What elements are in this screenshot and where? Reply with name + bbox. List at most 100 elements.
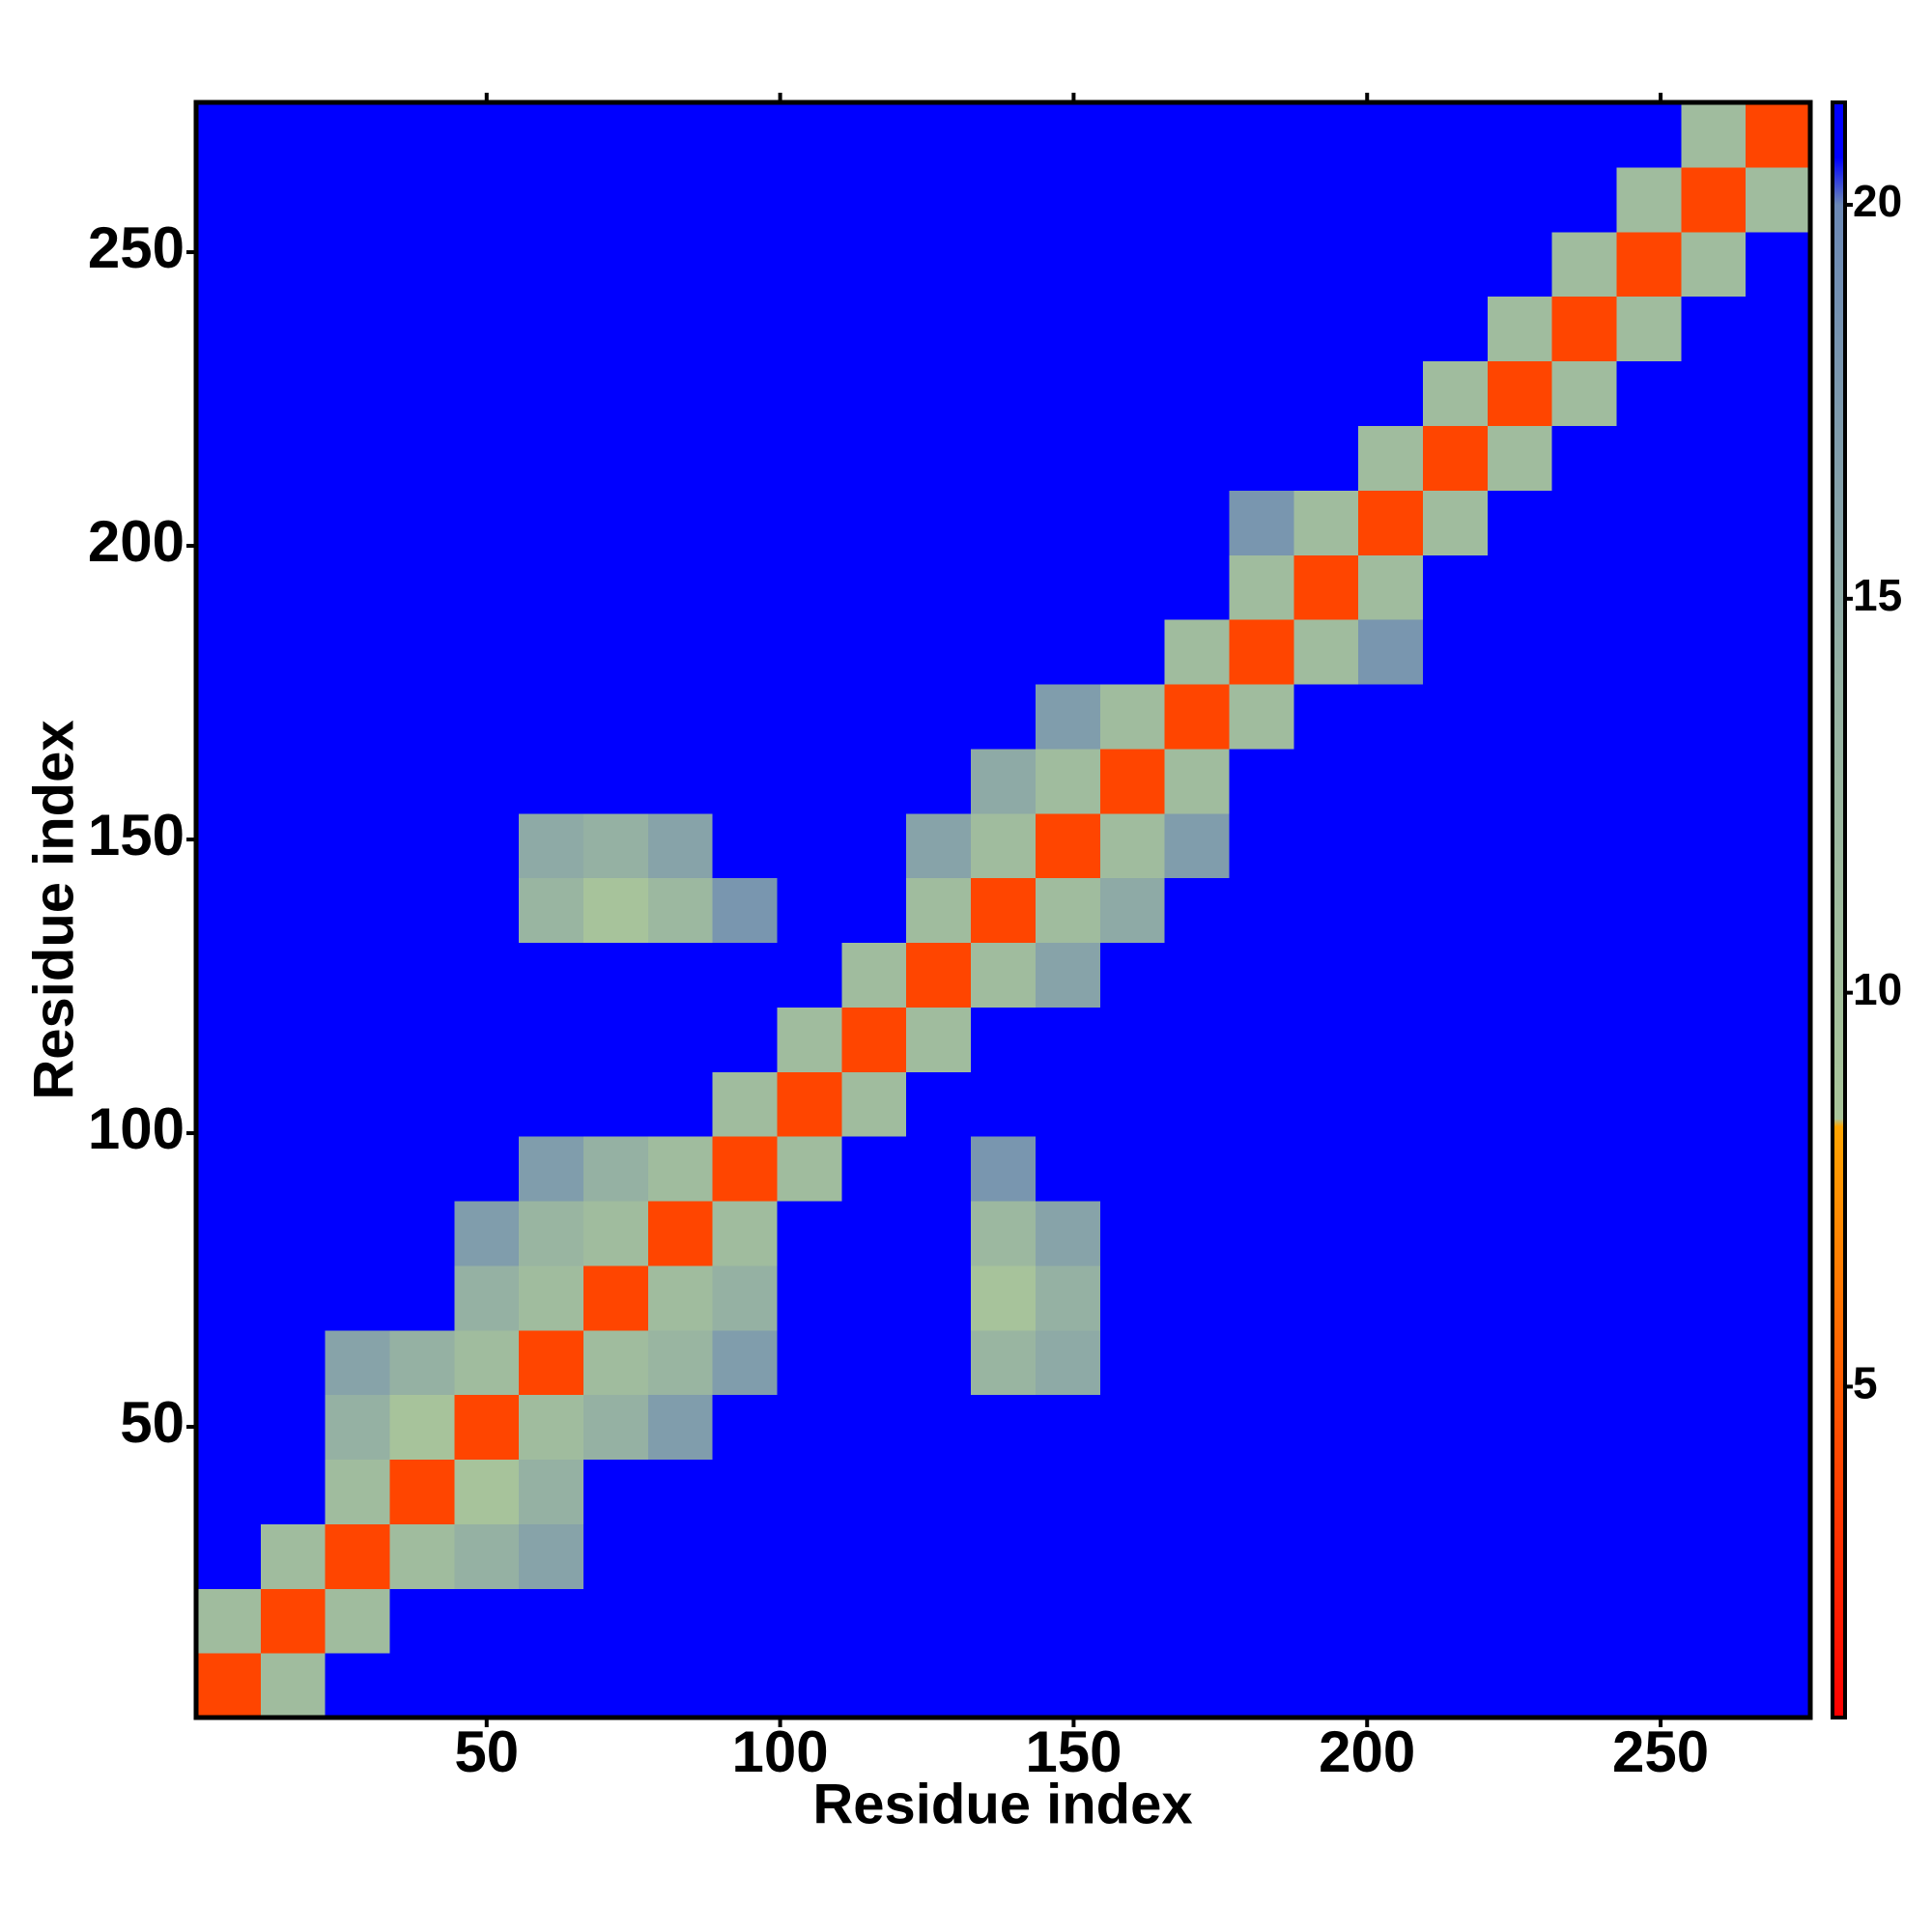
cell bbox=[260, 490, 327, 555]
cell bbox=[906, 942, 972, 1008]
cell bbox=[260, 1007, 327, 1072]
cell bbox=[325, 231, 391, 298]
cell bbox=[1035, 1459, 1101, 1524]
cell bbox=[647, 102, 714, 168]
cell bbox=[389, 1394, 455, 1461]
cell bbox=[389, 554, 455, 620]
cell bbox=[1681, 1588, 1747, 1654]
cell bbox=[1164, 1071, 1231, 1137]
cell bbox=[1293, 877, 1359, 944]
cell bbox=[1551, 490, 1618, 555]
cell bbox=[583, 490, 649, 555]
cell bbox=[1422, 942, 1489, 1008]
cell bbox=[519, 1459, 584, 1524]
cell bbox=[906, 360, 972, 426]
cell bbox=[389, 425, 455, 491]
x-tick-label: 150 bbox=[1025, 1719, 1122, 1784]
cell bbox=[841, 490, 907, 555]
cell bbox=[583, 1329, 649, 1396]
cell bbox=[1681, 748, 1747, 814]
cell bbox=[1422, 231, 1489, 298]
cell bbox=[1293, 619, 1359, 685]
cell bbox=[971, 102, 1037, 168]
cell bbox=[1099, 877, 1166, 944]
cell bbox=[647, 231, 714, 298]
cell bbox=[196, 1653, 262, 1719]
cell bbox=[712, 1523, 779, 1589]
cell bbox=[647, 425, 714, 491]
cell bbox=[1422, 748, 1489, 814]
cell bbox=[712, 1200, 779, 1266]
cell bbox=[1099, 490, 1166, 555]
cell bbox=[196, 1588, 262, 1654]
cell bbox=[583, 1200, 649, 1266]
cell bbox=[1551, 683, 1618, 750]
cell bbox=[1746, 231, 1811, 298]
cell bbox=[454, 554, 520, 620]
cell bbox=[1229, 231, 1294, 298]
cell bbox=[1551, 296, 1618, 362]
cell bbox=[1746, 812, 1811, 879]
cell bbox=[583, 812, 649, 879]
cell bbox=[1746, 490, 1811, 555]
cell bbox=[1164, 360, 1231, 426]
cell bbox=[1551, 231, 1618, 298]
cell bbox=[1035, 490, 1101, 555]
cell bbox=[841, 1136, 907, 1202]
cell bbox=[1164, 296, 1231, 362]
cell bbox=[1551, 1459, 1618, 1524]
cell bbox=[1229, 1459, 1294, 1524]
cell bbox=[1746, 683, 1811, 750]
cell bbox=[777, 554, 842, 620]
cell bbox=[1551, 1071, 1618, 1137]
cell bbox=[519, 1523, 584, 1589]
cell bbox=[647, 1588, 714, 1654]
cell bbox=[519, 1394, 584, 1461]
cell bbox=[777, 166, 842, 233]
cell bbox=[1293, 1329, 1359, 1396]
cell bbox=[325, 748, 391, 814]
x-axis-title: Residue index bbox=[812, 1773, 1192, 1835]
cell bbox=[1099, 683, 1166, 750]
cell bbox=[1358, 1588, 1424, 1654]
cell bbox=[1358, 166, 1424, 233]
cell bbox=[1099, 360, 1166, 426]
cell bbox=[777, 683, 842, 750]
cell bbox=[1746, 942, 1811, 1008]
cell bbox=[1099, 1459, 1166, 1524]
cell bbox=[712, 942, 779, 1008]
cell bbox=[1099, 1329, 1166, 1396]
cell bbox=[906, 1459, 972, 1524]
cell bbox=[583, 166, 649, 233]
cell bbox=[1422, 877, 1489, 944]
cell bbox=[647, 1200, 714, 1266]
cell bbox=[1616, 812, 1682, 879]
cell bbox=[196, 877, 262, 944]
cell bbox=[647, 1007, 714, 1072]
cell bbox=[1422, 102, 1489, 168]
cell bbox=[1746, 1459, 1811, 1524]
cell bbox=[1035, 1136, 1101, 1202]
cell bbox=[1551, 1264, 1618, 1331]
cell bbox=[647, 1459, 714, 1524]
cell bbox=[196, 619, 262, 685]
cell bbox=[1035, 1653, 1101, 1719]
cell bbox=[1164, 1329, 1231, 1396]
cell bbox=[1293, 942, 1359, 1008]
cell bbox=[389, 1136, 455, 1202]
y-tick-label: 50 bbox=[120, 1390, 185, 1455]
cell bbox=[260, 231, 327, 298]
cell bbox=[454, 942, 520, 1008]
cell bbox=[841, 1329, 907, 1396]
cell bbox=[1229, 1071, 1294, 1137]
cell bbox=[583, 1007, 649, 1072]
cell bbox=[1099, 619, 1166, 685]
cell bbox=[389, 490, 455, 555]
cell bbox=[519, 1136, 584, 1202]
cell bbox=[906, 1394, 972, 1461]
cell bbox=[1229, 1136, 1294, 1202]
cell bbox=[1229, 1200, 1294, 1266]
cell bbox=[389, 1459, 455, 1524]
cell bbox=[1681, 1071, 1747, 1137]
cell bbox=[1035, 1329, 1101, 1396]
